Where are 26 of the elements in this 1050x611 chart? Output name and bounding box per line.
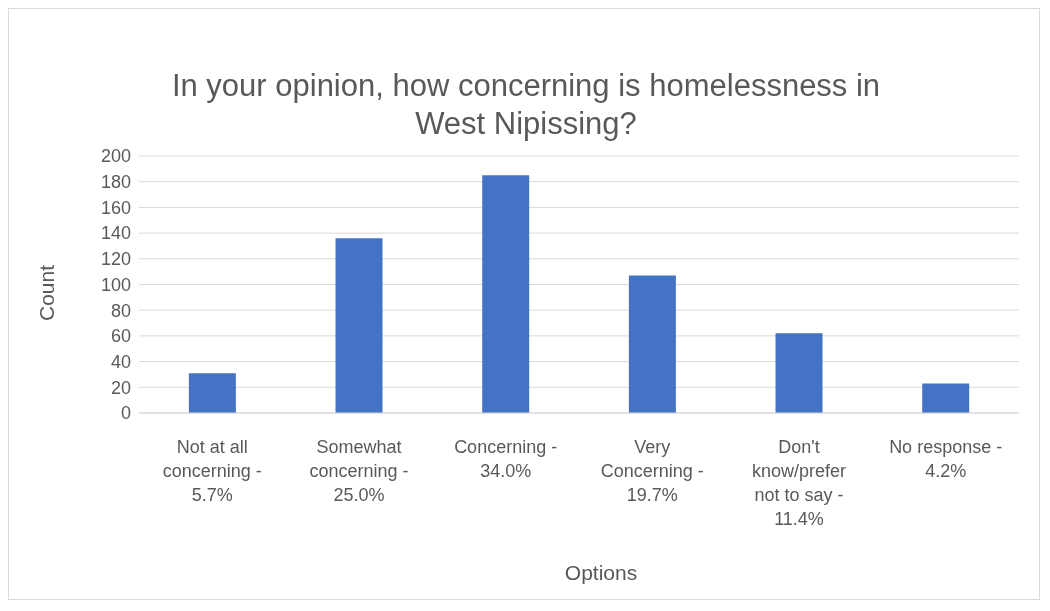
bar: [482, 175, 530, 413]
y-axis-title: Count: [35, 264, 59, 322]
y-tick-label: 180: [100, 172, 131, 193]
y-tick-label: 140: [100, 223, 131, 244]
bar: [188, 373, 236, 413]
bar: [775, 333, 823, 413]
y-tick-label: 20: [110, 377, 131, 398]
x-tick-label: Don't know/prefer not to say - 11.4%: [751, 437, 847, 529]
y-tick-label: 60: [110, 326, 131, 347]
y-tick-label: 100: [100, 274, 131, 295]
x-tick-label: Somewhat concerning - 25.0%: [309, 437, 409, 505]
x-axis-title: Options: [563, 561, 639, 585]
x-tick-label: No response - 4.2%: [889, 437, 1003, 481]
y-tick-label: 120: [100, 249, 131, 270]
y-tick-label: 40: [110, 351, 131, 372]
x-tick-label: Very Concerning - 19.7%: [600, 437, 704, 505]
bar: [628, 275, 676, 413]
y-tick-label: 160: [100, 197, 131, 218]
y-tick-label: 0: [120, 403, 131, 424]
x-tick-label: Not at all concerning - 5.7%: [162, 437, 262, 505]
y-tick-label: 80: [110, 300, 131, 321]
chart-title: In your opinion, how concerning is homelessness in West Nipissing?: [170, 67, 882, 143]
bar: [335, 238, 383, 413]
y-tick-label: 200: [100, 146, 131, 167]
x-tick-label: Concerning - 34.0%: [454, 437, 558, 481]
bar: [922, 383, 970, 413]
